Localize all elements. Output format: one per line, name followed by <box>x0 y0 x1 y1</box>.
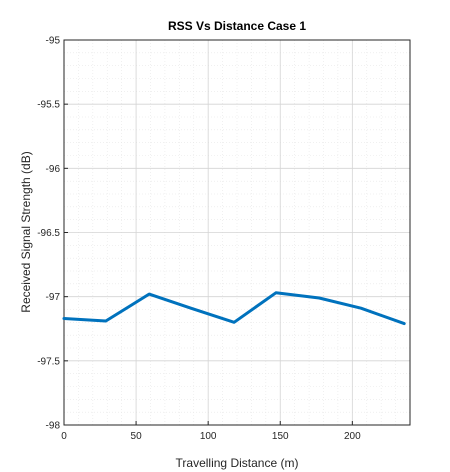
y-tick-label: -97 <box>46 292 61 303</box>
x-tick-label: 50 <box>131 431 143 442</box>
y-tick-label: -95 <box>46 36 61 47</box>
ticks: 0 50 100 150 200 -95 -95.5 -96 -96.5 -97 -97.5 -98 <box>37 36 361 443</box>
y-tick-label: -97.5 <box>37 356 60 367</box>
chart-title: RSS Vs Distance Case 1 <box>168 19 306 33</box>
y-tick-label: -96 <box>46 164 61 175</box>
x-tick-label: 100 <box>200 431 217 442</box>
grid <box>63 39 410 426</box>
y-axis-label: Received Signal Strength (dB) <box>19 151 33 312</box>
x-tick-label: 0 <box>61 431 67 442</box>
y-tick-label: -95.5 <box>37 100 60 111</box>
series-layer <box>62 291 406 326</box>
x-tick-label: 200 <box>344 431 361 442</box>
y-tick-label: -96.5 <box>37 228 60 239</box>
y-tick-label: -98 <box>46 421 61 432</box>
x-tick-label: 150 <box>272 431 289 442</box>
x-axis-label: Travelling Distance (m) <box>176 456 299 470</box>
series-line <box>62 291 406 326</box>
